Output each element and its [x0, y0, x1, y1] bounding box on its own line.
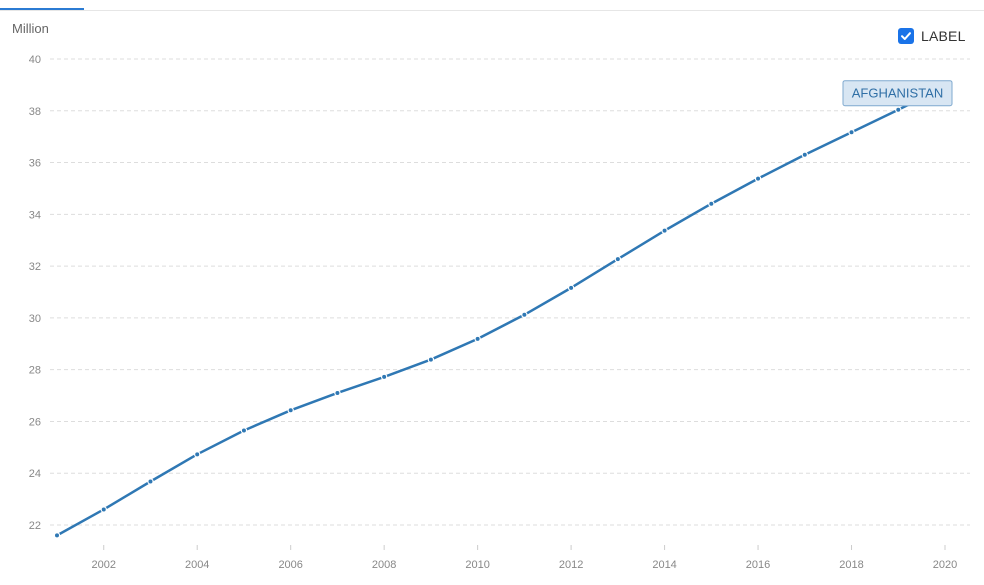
data-point[interactable]: [754, 175, 762, 182]
x-tick-label: 2006: [278, 559, 302, 571]
data-point[interactable]: [380, 373, 388, 381]
data-point[interactable]: [614, 255, 622, 263]
y-tick-label: 26: [29, 416, 41, 428]
x-tick-label: 2020: [933, 559, 957, 571]
active-tab-indicator: [0, 8, 84, 10]
x-tick-label: 2016: [746, 559, 770, 571]
data-point[interactable]: [708, 200, 715, 207]
x-tick-label: 2008: [372, 559, 396, 571]
x-tick-label: 2014: [652, 559, 676, 571]
x-tick-label: 2004: [185, 559, 209, 571]
label-toggle[interactable]: LABEL: [898, 28, 966, 44]
y-tick-label: 28: [29, 365, 41, 377]
x-tick-label: 2002: [91, 559, 115, 571]
data-point[interactable]: [895, 106, 902, 113]
data-point[interactable]: [53, 532, 61, 539]
y-tick-label: 24: [29, 468, 41, 480]
data-point[interactable]: [848, 129, 855, 136]
y-tick-label: 30: [29, 313, 41, 325]
data-point[interactable]: [287, 407, 294, 414]
data-point[interactable]: [334, 389, 341, 397]
x-tick-label: 2012: [559, 559, 583, 571]
data-point[interactable]: [427, 356, 435, 363]
data-point[interactable]: [801, 151, 808, 158]
data-point[interactable]: [100, 506, 107, 513]
data-point[interactable]: [521, 311, 528, 318]
y-tick-label: 22: [29, 520, 41, 532]
data-point[interactable]: [194, 451, 201, 458]
y-tick-label: 38: [29, 106, 41, 118]
top-divider: [0, 10, 984, 11]
data-point[interactable]: [240, 427, 248, 434]
series-line: [55, 85, 947, 537]
x-tick-label: 2018: [839, 559, 863, 571]
check-icon: [901, 32, 911, 40]
series-tag-box: [842, 80, 953, 107]
y-axis-unit-label: Million: [12, 21, 49, 36]
series-tag-label: AFGHANISTAN: [852, 86, 944, 101]
data-point[interactable]: [567, 284, 575, 292]
y-tick-label: 34: [29, 209, 41, 221]
data-point[interactable]: [474, 335, 481, 343]
data-point[interactable]: [147, 478, 154, 485]
y-tick-label: 40: [29, 54, 41, 66]
y-tick-label: 32: [29, 261, 41, 273]
series-tag[interactable]: AFGHANISTAN: [842, 80, 953, 107]
y-tick-label: 36: [29, 158, 41, 170]
x-tick-label: 2010: [465, 559, 489, 571]
label-toggle-text: LABEL: [921, 28, 966, 44]
label-checkbox[interactable]: [898, 28, 914, 44]
data-point[interactable]: [661, 227, 668, 234]
